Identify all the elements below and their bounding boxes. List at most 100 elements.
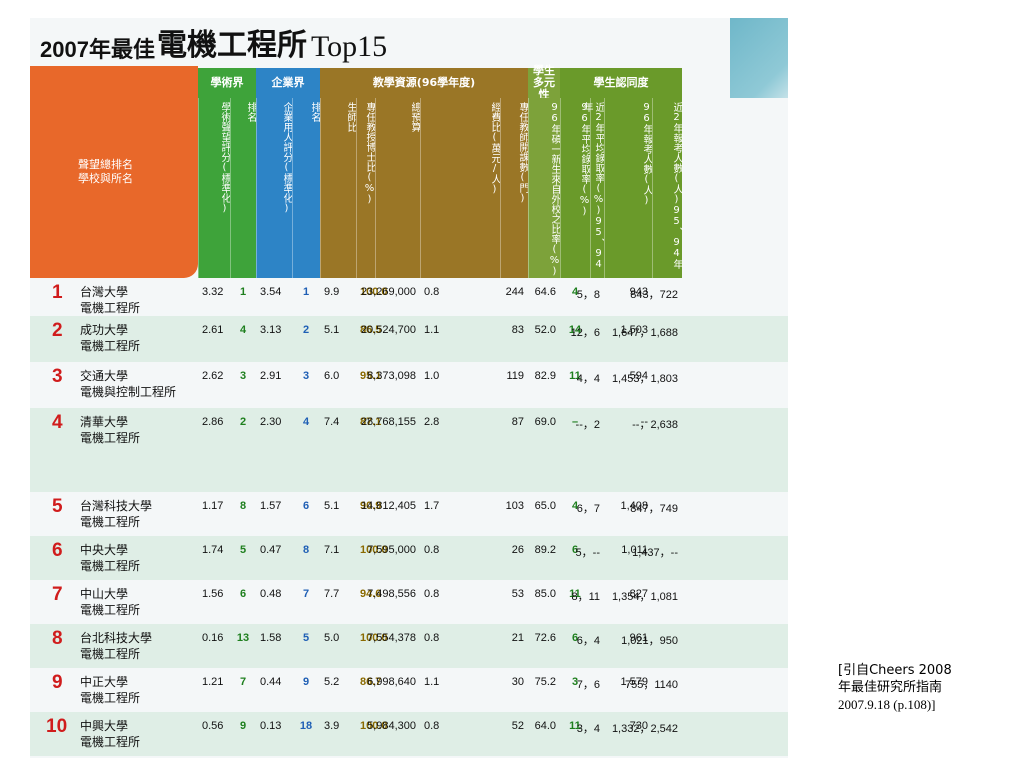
cell-8: 83 xyxy=(511,324,524,336)
school-name-line: 台灣大學 xyxy=(80,285,129,299)
cell-6: 23,269,000 xyxy=(360,286,416,298)
cell-1: 9 xyxy=(239,720,247,732)
cell-4: 7.7 xyxy=(324,588,340,600)
cell-3: 18 xyxy=(299,720,313,732)
cell-11: 5，8 xyxy=(576,289,600,301)
rank-number: 3 xyxy=(52,366,63,387)
cell-10: 6 xyxy=(571,544,579,556)
school-name: 台灣大學 電機工程所 xyxy=(80,284,140,316)
cell-13: 755，1140 xyxy=(624,679,678,691)
cell-0: 1.56 xyxy=(202,588,224,600)
cell-8: 244 xyxy=(505,286,524,298)
cell-11: 4，4 xyxy=(576,373,600,385)
citation-line3: 2007.9.18 (p.108)] xyxy=(838,697,936,712)
cell-10: 14 xyxy=(568,324,582,336)
rank-header-line1: 聲望總排名 xyxy=(78,158,133,171)
rank-number: 7 xyxy=(52,584,63,605)
cell-4: 9.9 xyxy=(324,286,340,298)
header-group-3: 學生多元性 xyxy=(528,65,560,101)
header-column-10: 96年平均錄取率(%) xyxy=(560,98,590,278)
school-name-line: 中央大學 xyxy=(80,543,129,557)
header-column-12: 96年報考人數(人) xyxy=(604,98,652,278)
school-name: 清華大學 電機工程所 xyxy=(80,414,140,446)
cell-6: 5,984,300 xyxy=(367,720,416,732)
school-name: 中興大學 電機工程所 xyxy=(80,718,140,750)
school-name-line: 中興大學 xyxy=(80,719,129,733)
cell-12: -- xyxy=(640,416,648,428)
table-row: 8 台北科技大學 電機工程所 0.16 13 1.58 5 5.0 100.0 7,554,378… xyxy=(30,624,788,668)
school-name: 中山大學 電機工程所 xyxy=(80,586,140,618)
title-top: Top15 xyxy=(310,30,388,63)
school-name-line: 電機工程所 xyxy=(80,559,141,573)
cell-0: 2.61 xyxy=(202,324,224,336)
cell-10: 4 xyxy=(571,500,579,512)
cell-7: 0.8 xyxy=(424,588,440,600)
cell-12: 1,011 xyxy=(621,544,648,556)
header-column-4: 生師比 xyxy=(320,98,356,278)
cell-3: 2 xyxy=(302,324,310,336)
cell-2: 3.13 xyxy=(260,324,282,336)
header-column-5: 專任教授博士比(%) xyxy=(356,98,375,278)
cell-6: 14,812,405 xyxy=(360,500,416,512)
cell-9: 69.0 xyxy=(534,416,556,428)
cell-2: 2.91 xyxy=(260,370,282,382)
cell-4: 5.1 xyxy=(324,324,340,336)
header-group-2: 教學資源(96學年度) xyxy=(320,68,528,98)
cell-0: 1.74 xyxy=(202,544,224,556)
cell-2: 0.13 xyxy=(260,720,282,732)
table-row: 1 台灣大學 電機工程所 3.32 1 3.54 1 9.9 100.0 23,269,000 0.… xyxy=(30,278,788,316)
cell-5: 100.0 xyxy=(360,286,388,298)
table-row: 5 台灣科技大學 電機工程所 1.17 8 1.57 6 5.1 90.9 14,812,405 1… xyxy=(30,492,788,536)
cell-6: 7,554,378 xyxy=(367,632,416,644)
rank-number: 6 xyxy=(52,540,63,561)
cell-0: 2.62 xyxy=(202,370,224,382)
cell-2: 1.57 xyxy=(260,500,282,512)
cell-6: 6,998,640 xyxy=(367,676,416,688)
cell-10: 11 xyxy=(569,370,581,382)
cell-12: 594 xyxy=(629,370,648,382)
rank-number: 5 xyxy=(52,496,63,517)
cell-9: 64.0 xyxy=(534,720,556,732)
cell-13: 847，749 xyxy=(630,503,678,515)
cell-13: 1,354，1,081 xyxy=(611,591,678,603)
cell-3: 8 xyxy=(302,544,310,556)
cell-7: 1.7 xyxy=(424,500,440,512)
rank-number: 4 xyxy=(52,412,63,433)
citation-line1: [引自Cheers 2008 xyxy=(838,663,952,678)
header-column-3: 排名 xyxy=(292,98,320,278)
school-name: 台北科技大學 電機工程所 xyxy=(80,630,152,662)
cell-10: 3 xyxy=(571,676,579,688)
cell-6: 7,595,000 xyxy=(367,544,416,556)
cell-0: 3.32 xyxy=(202,286,224,298)
rank-number: 1 xyxy=(52,282,63,303)
school-name-line: 交通大學 xyxy=(80,369,129,383)
header-column-13: 近2年報考人數(人)95、94年 xyxy=(652,98,682,278)
school-name-line: 中正大學 xyxy=(80,675,129,689)
cell-5: 100.0 xyxy=(360,632,388,644)
cell-11: 3，4 xyxy=(576,723,600,735)
cell-9: 89.2 xyxy=(534,544,556,556)
cell-1: 4 xyxy=(239,324,247,336)
cell-2: 3.54 xyxy=(260,286,282,298)
cell-7: 1.1 xyxy=(424,676,440,688)
rank-number: 8 xyxy=(52,628,63,649)
cell-2: 0.44 xyxy=(260,676,282,688)
cell-12: 827 xyxy=(629,588,648,600)
cell-9: 52.0 xyxy=(534,324,556,336)
cell-5: 87.1 xyxy=(360,416,382,428)
cell-1: 5 xyxy=(239,544,247,556)
magazine-scan: 2007年最佳 電機工程所 Top15 聲望總排名 學校與所名 學術界 企業界 教學… xyxy=(30,18,788,758)
cell-0: 1.17 xyxy=(202,500,224,512)
cell-11: --，2 xyxy=(575,419,600,431)
cell-8: 52 xyxy=(511,720,524,732)
cell-3: 4 xyxy=(302,416,310,428)
cell-12: 961 xyxy=(629,632,648,644)
school-name: 成功大學 電機工程所 xyxy=(80,322,140,354)
school-name: 交通大學 電機與控制工程所 xyxy=(80,368,176,400)
cell-11: 6，4 xyxy=(576,635,600,647)
cell-3: 1 xyxy=(302,286,310,298)
table-row: 2 成功大學 電機工程所 2.61 4 3.13 2 5.1 86.5 20,524,700 1.1… xyxy=(30,316,788,362)
school-name-line: 台北科技大學 xyxy=(80,631,153,645)
cell-12: 943 xyxy=(629,286,648,298)
school-name-line: 清華大學 xyxy=(80,415,129,429)
